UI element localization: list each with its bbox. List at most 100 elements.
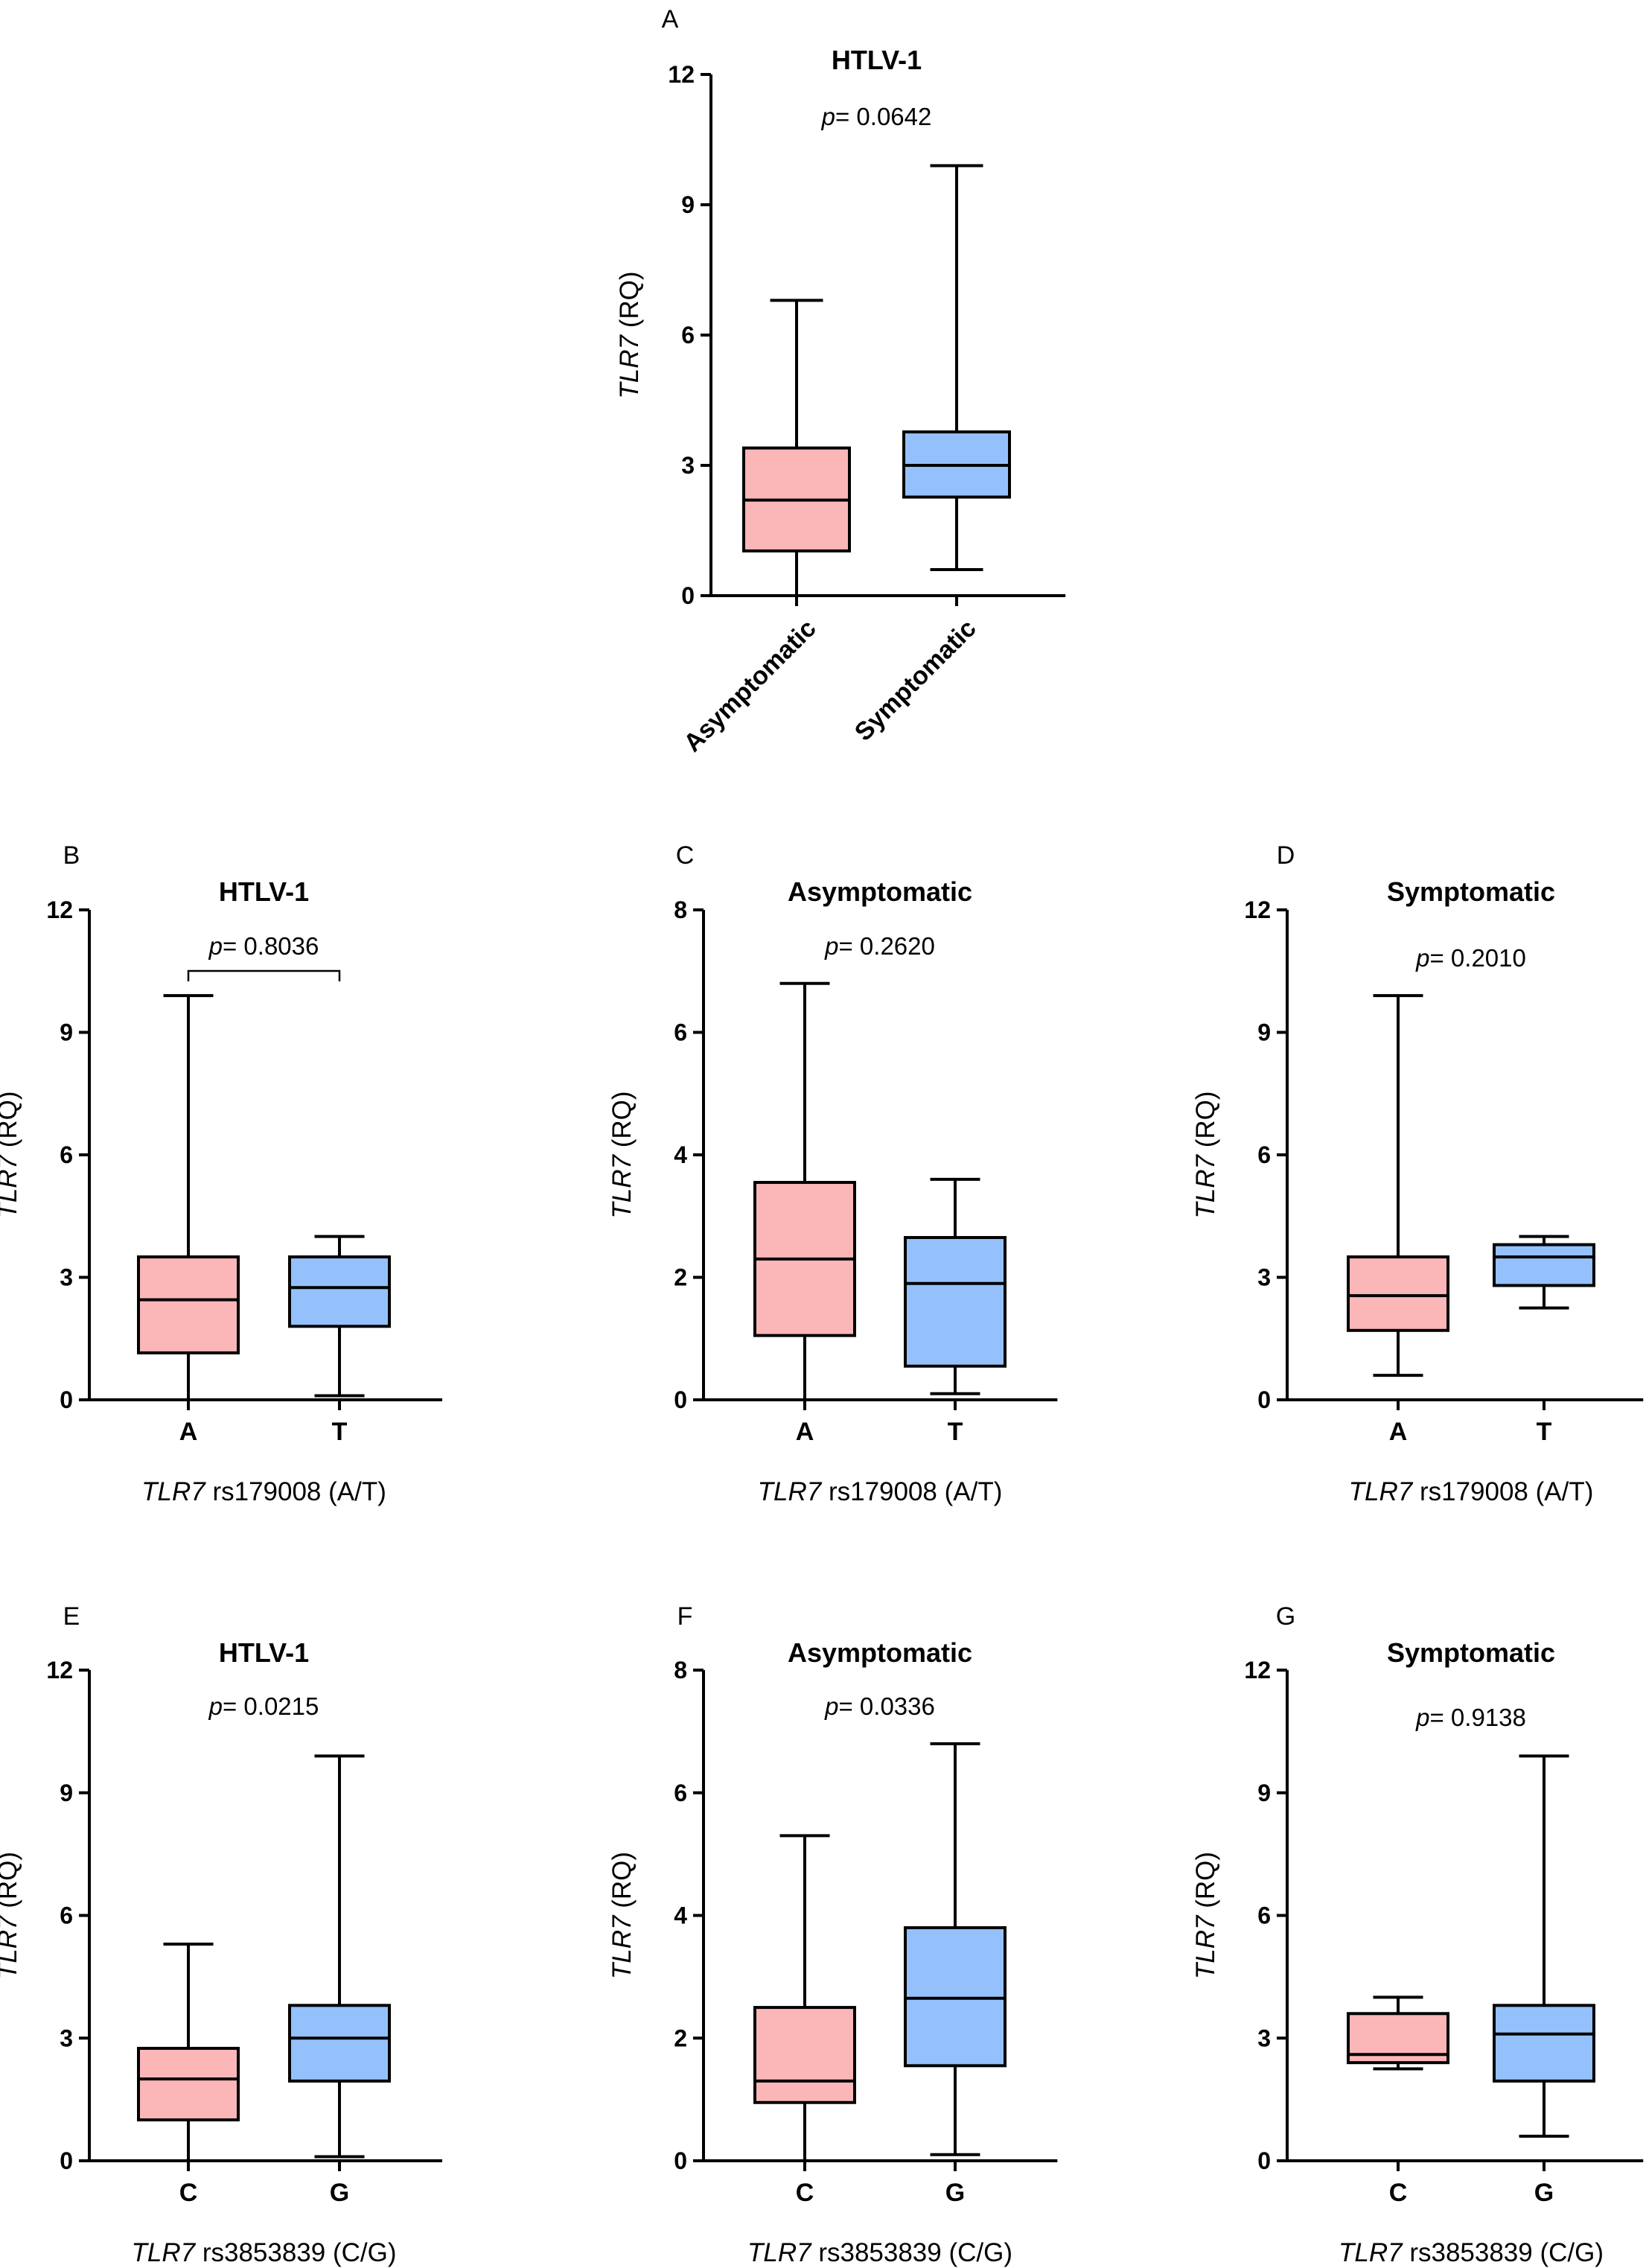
panel-label: C bbox=[676, 841, 695, 870]
p-value: p= 0.2620 bbox=[824, 932, 935, 960]
y-tick-label: 3 bbox=[60, 1264, 73, 1291]
y-tick-label: 12 bbox=[46, 1657, 73, 1684]
y-tick-label: 9 bbox=[681, 191, 695, 218]
y-axis-label-text: (RQ) bbox=[0, 1091, 22, 1155]
p-value-text: = 0.9138 bbox=[1429, 1704, 1525, 1731]
panel-title: HTLV-1 bbox=[219, 876, 309, 907]
y-tick-label: 12 bbox=[1244, 1657, 1271, 1684]
x-axis-label-text: rs3853839 (C/G) bbox=[1403, 2238, 1604, 2267]
category-label: A bbox=[796, 1418, 814, 1446]
y-tick-label: 12 bbox=[1244, 896, 1271, 923]
p-value-italic: p bbox=[824, 932, 838, 960]
p-value-italic: p bbox=[208, 1692, 223, 1720]
panel-label: A bbox=[662, 5, 679, 34]
p-value: p= 0.0215 bbox=[208, 1692, 319, 1720]
p-value: p= 0.2010 bbox=[1415, 944, 1526, 972]
category-label: G bbox=[330, 2179, 349, 2207]
y-tick-label: 6 bbox=[674, 1780, 687, 1806]
panel-title: Asymptomatic bbox=[788, 876, 972, 907]
y-tick-label: 6 bbox=[674, 1019, 687, 1046]
y-tick-label: 3 bbox=[1257, 1264, 1271, 1291]
category-label: C bbox=[179, 2179, 198, 2207]
y-tick-label: 9 bbox=[1257, 1019, 1271, 1046]
x-axis-label: TLR7 rs3853839 (C/G) bbox=[1339, 2238, 1604, 2267]
y-tick-label: 0 bbox=[1257, 1386, 1271, 1413]
category-label: G bbox=[945, 2179, 965, 2207]
y-tick-label: 6 bbox=[1257, 1141, 1271, 1168]
x-axis-label-italic: TLR7 bbox=[747, 2238, 812, 2267]
p-value: p= 0.8036 bbox=[208, 932, 319, 960]
y-tick-label: 2 bbox=[674, 2025, 687, 2051]
panel-title: Asymptomatic bbox=[788, 1637, 972, 1668]
panel-c: C Asymptomatic p= 0.2620 0 2 4 6 8 TLR7 (RQ) A T TL… bbox=[607, 841, 1058, 1506]
category-label: C bbox=[796, 2179, 814, 2207]
y-axis-label-italic: TLR7 bbox=[1191, 1153, 1220, 1218]
iqr-box bbox=[904, 1236, 1007, 1368]
y-axis-label: TLR7 (RQ) bbox=[0, 1091, 22, 1218]
y-axis-label-text: (RQ) bbox=[607, 1091, 637, 1155]
x-axis-label-italic: TLR7 bbox=[758, 1477, 823, 1506]
y-tick-label: 4 bbox=[674, 1902, 687, 1929]
box-t: T bbox=[904, 1177, 1007, 1446]
p-value-italic: p bbox=[824, 1692, 838, 1720]
x-axis-label: TLR7 rs179008 (A/T) bbox=[141, 1477, 386, 1506]
y-tick-label: 8 bbox=[674, 1657, 687, 1684]
panel-title: HTLV-1 bbox=[832, 45, 922, 75]
box-g: G bbox=[904, 1742, 1007, 2207]
panel-g: G Symptomatic p= 0.9138 0 3 6 9 12 TLR7 (RQ) C G TL… bbox=[1191, 1602, 1644, 2267]
box-g: G bbox=[288, 1754, 391, 2207]
y-tick-label: 0 bbox=[674, 2147, 687, 2174]
y-tick-label: 0 bbox=[60, 2147, 73, 2174]
x-axis-label-text: rs179008 (A/T) bbox=[821, 1477, 1002, 1506]
y-tick-label: 0 bbox=[681, 582, 695, 609]
box-c: C bbox=[1347, 1995, 1449, 2207]
y-axis-label-text: (RQ) bbox=[615, 271, 644, 335]
panel-label: B bbox=[63, 841, 80, 870]
p-value-text: = 0.8036 bbox=[223, 932, 319, 960]
x-axis-label-italic: TLR7 bbox=[1339, 2238, 1403, 2267]
box-asymptomatic: Asymptomatic bbox=[678, 299, 851, 758]
y-tick-label: 12 bbox=[46, 896, 73, 923]
iqr-box bbox=[288, 1255, 391, 1328]
panel-label: F bbox=[677, 1602, 693, 1631]
y-axis-label-italic: TLR7 bbox=[607, 1153, 637, 1218]
iqr-box bbox=[1347, 1255, 1449, 1332]
p-value: p= 0.0336 bbox=[824, 1692, 935, 1720]
box-a: A bbox=[753, 981, 856, 1446]
p-value-italic: p bbox=[1415, 1704, 1429, 1731]
category-label: Asymptomatic bbox=[678, 614, 822, 758]
y-axis-label-italic: TLR7 bbox=[1191, 1914, 1220, 1979]
category-label: Symptomatic bbox=[849, 614, 982, 747]
box-t: T bbox=[1493, 1235, 1595, 1446]
y-tick-label: 12 bbox=[668, 61, 695, 88]
y-axis-label: TLR7 (RQ) bbox=[1191, 1852, 1220, 1979]
panel-e: E HTLV-1 p= 0.0215 0 3 6 9 12 TLR7 (RQ) C G TLR7 rs… bbox=[0, 1602, 443, 2267]
x-axis-label-text: rs179008 (A/T) bbox=[1412, 1477, 1593, 1506]
y-tick-label: 0 bbox=[60, 1386, 73, 1413]
significance-bracket bbox=[187, 969, 341, 981]
category-label: C bbox=[1389, 2179, 1408, 2207]
y-axis-label-italic: TLR7 bbox=[0, 1153, 22, 1218]
y-tick-label: 9 bbox=[60, 1019, 73, 1046]
y-tick-label: 8 bbox=[674, 896, 687, 923]
y-tick-label: 6 bbox=[60, 1902, 73, 1929]
x-axis-label: TLR7 rs3853839 (C/G) bbox=[132, 2238, 397, 2267]
box-symptomatic: Symptomatic bbox=[849, 164, 1011, 747]
p-value-italic: p bbox=[208, 932, 223, 960]
panel-b: B HTLV-1 p= 0.8036 0 3 6 9 12 TLR7 (RQ) A T TLR7 rs… bbox=[0, 841, 443, 1506]
panel-label: E bbox=[63, 1602, 80, 1631]
y-axis-label: TLR7 (RQ) bbox=[607, 1091, 637, 1218]
y-axis-label: TLR7 (RQ) bbox=[1191, 1091, 1220, 1218]
y-tick-label: 9 bbox=[60, 1780, 73, 1806]
box-t: T bbox=[288, 1235, 391, 1446]
x-axis-label-italic: TLR7 bbox=[1349, 1477, 1414, 1506]
y-axis-label-text: (RQ) bbox=[607, 1852, 637, 1916]
panel-title: Symptomatic bbox=[1387, 1637, 1555, 1668]
y-tick-label: 3 bbox=[1257, 2025, 1271, 2051]
y-tick-label: 6 bbox=[1257, 1902, 1271, 1929]
y-axis-label: TLR7 (RQ) bbox=[0, 1852, 22, 1979]
y-axis-label-text: (RQ) bbox=[1191, 1852, 1220, 1916]
category-label: T bbox=[948, 1418, 963, 1446]
box-g: G bbox=[1493, 1754, 1595, 2207]
